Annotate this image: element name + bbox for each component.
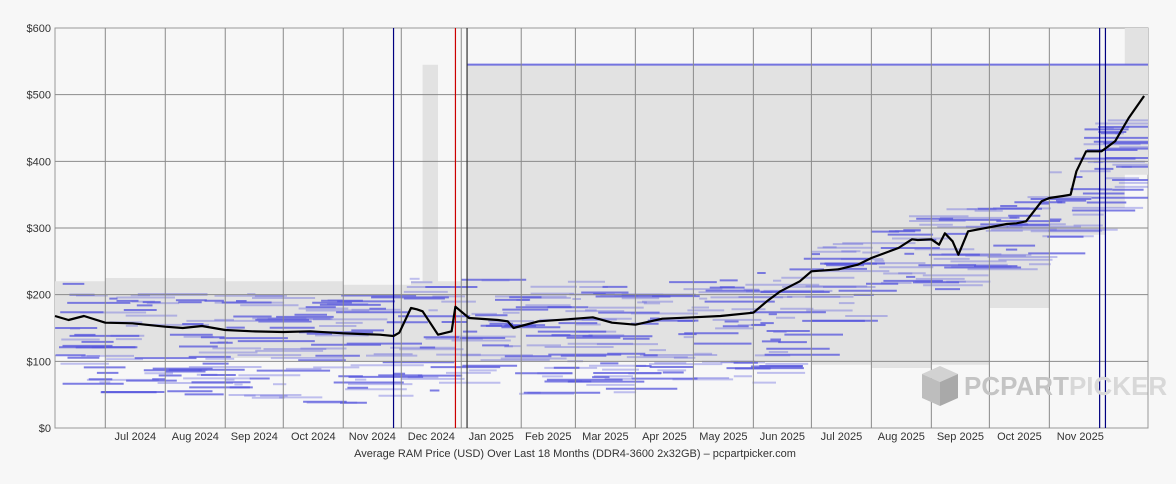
y-tick-label: $400 xyxy=(27,156,51,168)
y-tick-label: $300 xyxy=(27,223,51,235)
chart-caption: Average RAM Price (USD) Over Last 18 Mon… xyxy=(354,448,796,460)
x-tick-label: Jul 2024 xyxy=(115,431,157,443)
x-tick-label: Dec 2024 xyxy=(408,431,455,443)
logo-text: PCPARTPICKER xyxy=(964,371,1167,401)
x-tick-label: Sep 2024 xyxy=(231,431,278,443)
x-tick-label: Aug 2024 xyxy=(172,431,219,443)
x-tick-label: Nov 2024 xyxy=(349,431,396,443)
x-tick-label: Oct 2024 xyxy=(291,431,336,443)
y-tick-label: $0 xyxy=(39,423,51,435)
logo-box-icon xyxy=(922,366,958,406)
x-tick-label: Mar 2025 xyxy=(582,431,628,443)
series-line-average-price xyxy=(54,95,1146,338)
retailer-listings xyxy=(55,63,1148,404)
x-tick-label: Jul 2025 xyxy=(821,431,863,443)
y-tick-label: $600 xyxy=(27,23,51,35)
x-tick-label: Aug 2025 xyxy=(878,431,925,443)
x-axis: Jul 2024 Aug 2024 Sep 2024 Oct 2024 Nov 2024… xyxy=(115,431,1104,443)
y-tick-label: $500 xyxy=(27,90,51,102)
x-tick-label: Feb 2025 xyxy=(525,431,571,443)
x-tick-label: May 2025 xyxy=(699,431,747,443)
x-tick-label: Apr 2025 xyxy=(642,431,687,443)
x-tick-label: Nov 2025 xyxy=(1057,431,1104,443)
pcpartpicker-logo: PCPARTPICKER xyxy=(922,366,1167,406)
y-tick-label: $100 xyxy=(27,356,51,368)
x-tick-label: Jan 2025 xyxy=(469,431,514,443)
y-tick-label: $200 xyxy=(27,290,51,302)
x-tick-label: Jun 2025 xyxy=(760,431,805,443)
event-markers xyxy=(392,28,1107,428)
x-tick-label: Sep 2025 xyxy=(937,431,984,443)
y-axis: $0 $100 $200 $300 $400 $500 $600 xyxy=(27,23,51,435)
x-tick-label: Oct 2025 xyxy=(997,431,1042,443)
